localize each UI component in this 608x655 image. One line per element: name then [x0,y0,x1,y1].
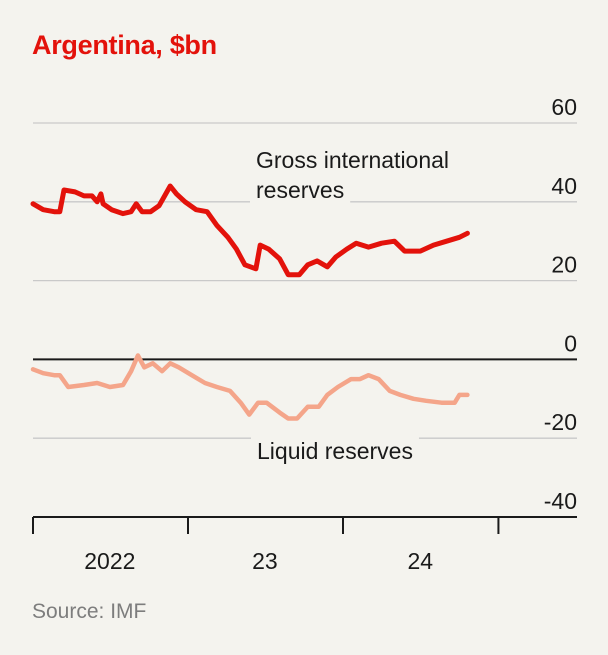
x-axis: 2022 23 24 [32,516,577,574]
gross-reserves-label: Gross international [256,147,449,173]
gross-reserves-line [30,183,470,278]
gross-reserves-label: reserves [256,177,344,203]
y-tick-label: 20 [551,252,577,278]
y-tick-labels: 60 40 20 0 -20 -40 [544,94,577,514]
x-tick-label: 24 [407,548,433,574]
liquid-reserves-label: Liquid reserves [257,438,413,464]
chart-title: Argentina, $bn [32,30,217,60]
y-tick-label: -40 [544,488,577,514]
series-lines [30,183,470,421]
x-tick-label: 23 [252,548,278,574]
chart-plot: 60 40 20 0 -20 -40 Gross international reserve… [30,94,577,574]
label-background [250,145,456,175]
x-tick-label: 2022 [84,548,135,574]
label-background [250,175,351,205]
source-note: Source: IMF [32,600,147,623]
liquid-reserves-line [30,353,470,421]
series-labels: Gross international reserves Liquid reserv… [250,145,456,466]
label-background [251,436,419,466]
y-tick-label: 60 [551,94,577,120]
y-tick-label: 0 [564,330,577,356]
y-tick-label: 40 [551,173,577,199]
y-tick-label: -20 [544,409,577,435]
